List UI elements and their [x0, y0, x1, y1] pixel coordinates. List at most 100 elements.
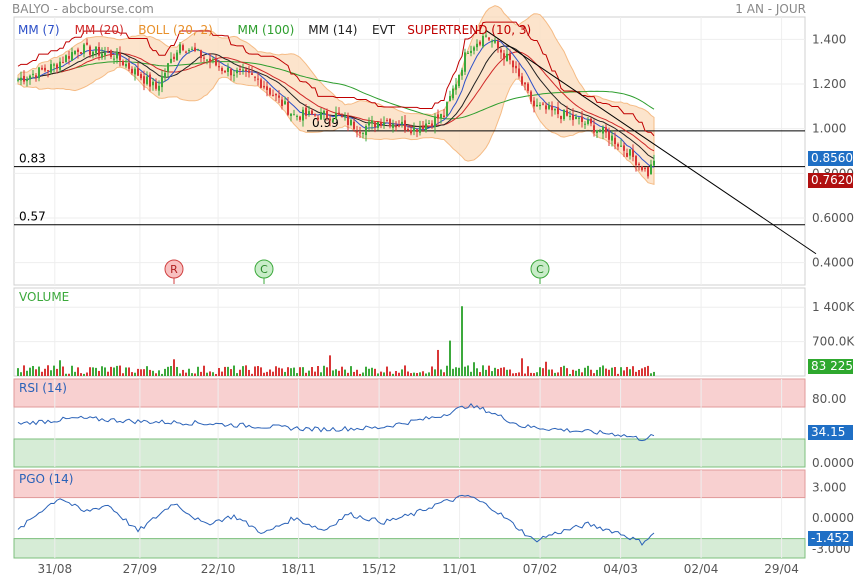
date-label: 02/04	[684, 562, 719, 576]
candle-body	[209, 58, 211, 63]
candle-body	[476, 43, 478, 48]
event-marker[interactable]	[530, 259, 550, 279]
event-marker[interactable]	[254, 259, 274, 279]
volume-bar	[170, 366, 172, 376]
volume-bar	[635, 371, 637, 376]
candle-body	[464, 52, 466, 72]
legend-mm100[interactable]: MM (100)	[238, 23, 295, 37]
volume-bar	[65, 373, 67, 376]
candle-body	[383, 122, 385, 126]
volume-bar	[155, 373, 157, 376]
pgo-y-tick: 3.000	[812, 480, 846, 494]
volume-bar	[125, 367, 127, 376]
candle-body	[401, 121, 403, 125]
volume-bar	[614, 367, 616, 376]
volume-bar	[62, 366, 64, 376]
volume-bar	[557, 372, 559, 376]
candle-body	[419, 127, 421, 133]
volume-bar	[161, 373, 163, 376]
support-line-label: 0.57	[19, 210, 46, 224]
pgo-y-tick: 0.0000	[812, 511, 854, 525]
price-y-tick: 0.4000	[812, 256, 854, 270]
candle-body	[296, 115, 298, 117]
candle-body	[587, 119, 589, 124]
candle-body	[548, 105, 550, 109]
candle-body	[167, 63, 169, 72]
volume-bar	[95, 367, 97, 376]
volume-bar	[383, 372, 385, 376]
candle-body	[617, 144, 619, 147]
candle-body	[404, 120, 406, 131]
volume-bar	[404, 365, 406, 376]
candle-body	[632, 149, 634, 157]
volume-bar	[524, 373, 526, 376]
chart-period[interactable]: 1 AN - JOUR	[735, 2, 806, 16]
candle-body	[23, 75, 25, 82]
legend-evt[interactable]: EVT	[372, 23, 396, 37]
overbought-zone	[13, 469, 806, 499]
volume-bar	[377, 373, 379, 376]
volume-bar	[560, 367, 562, 376]
volume-bar	[437, 349, 439, 376]
volume-bar	[326, 367, 328, 376]
volume-bar	[323, 365, 325, 376]
candle-body	[239, 68, 241, 70]
candle-body	[470, 50, 472, 53]
volume-bar	[113, 367, 115, 376]
volume-bar	[335, 369, 337, 376]
event-marker[interactable]	[164, 259, 184, 279]
candle-body	[455, 84, 457, 90]
candle-body	[284, 101, 286, 105]
volume-bar	[98, 370, 100, 376]
candle-body	[359, 132, 361, 134]
candle-body	[29, 75, 31, 80]
candle-body	[260, 79, 262, 88]
candle-body	[161, 76, 163, 88]
candle-body	[251, 73, 253, 75]
candle-body	[626, 152, 628, 157]
candle-body	[275, 93, 277, 96]
legend-mm20[interactable]: MM (20)	[75, 23, 124, 37]
candle-body	[539, 104, 541, 107]
volume-bar	[35, 369, 37, 376]
volume-bar	[89, 367, 91, 376]
date-label: 11/01	[442, 562, 477, 576]
candle-body	[245, 69, 247, 72]
volume-bar	[515, 373, 517, 376]
volume-bar	[461, 306, 463, 376]
candle-body	[32, 73, 34, 75]
volume-bar	[158, 370, 160, 376]
candle-body	[593, 125, 595, 133]
candle-body	[308, 111, 310, 115]
candle-body	[407, 128, 409, 131]
event-marker-label: R	[170, 263, 178, 276]
volume-badge	[808, 359, 853, 374]
candle-body	[584, 123, 586, 125]
candle-body	[281, 99, 283, 106]
rsi-y-tick: 80.00	[812, 392, 846, 406]
candle-body	[263, 85, 265, 88]
candle-body	[323, 110, 325, 114]
candle-body	[278, 95, 280, 98]
volume-bar	[644, 367, 646, 376]
candle-body	[461, 69, 463, 76]
legend-boll[interactable]: BOLL (20, 2)	[138, 23, 213, 37]
candle-body	[179, 44, 181, 54]
volume-bar	[248, 369, 250, 376]
candle-body	[242, 69, 244, 71]
volume-bar	[185, 372, 187, 376]
legend-supertrend[interactable]: SUPERTREND (10, 3)	[407, 23, 531, 37]
volume-bar	[194, 373, 196, 376]
volume-bar	[602, 365, 604, 376]
trendline[interactable]	[485, 29, 817, 255]
volume-bar	[101, 366, 103, 376]
candle-body	[425, 123, 427, 131]
legend-mm7[interactable]: MM (7)	[18, 23, 60, 37]
candle-body	[188, 50, 190, 52]
volume-bar	[179, 373, 181, 376]
candle-body	[311, 110, 313, 115]
volume-bar	[569, 374, 571, 376]
rsi-y-tick: 0.0000	[812, 456, 854, 470]
legend-mm14[interactable]: MM (14)	[308, 23, 357, 37]
